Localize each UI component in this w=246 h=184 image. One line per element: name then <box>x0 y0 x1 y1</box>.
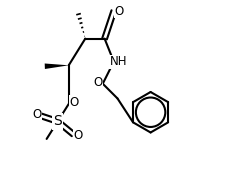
Polygon shape <box>45 63 69 69</box>
Text: S: S <box>53 114 62 128</box>
Text: NH: NH <box>110 55 127 68</box>
Text: O: O <box>70 96 79 109</box>
Text: O: O <box>73 129 83 142</box>
Text: O: O <box>114 5 123 17</box>
Text: O: O <box>93 76 103 89</box>
Text: O: O <box>32 109 42 121</box>
